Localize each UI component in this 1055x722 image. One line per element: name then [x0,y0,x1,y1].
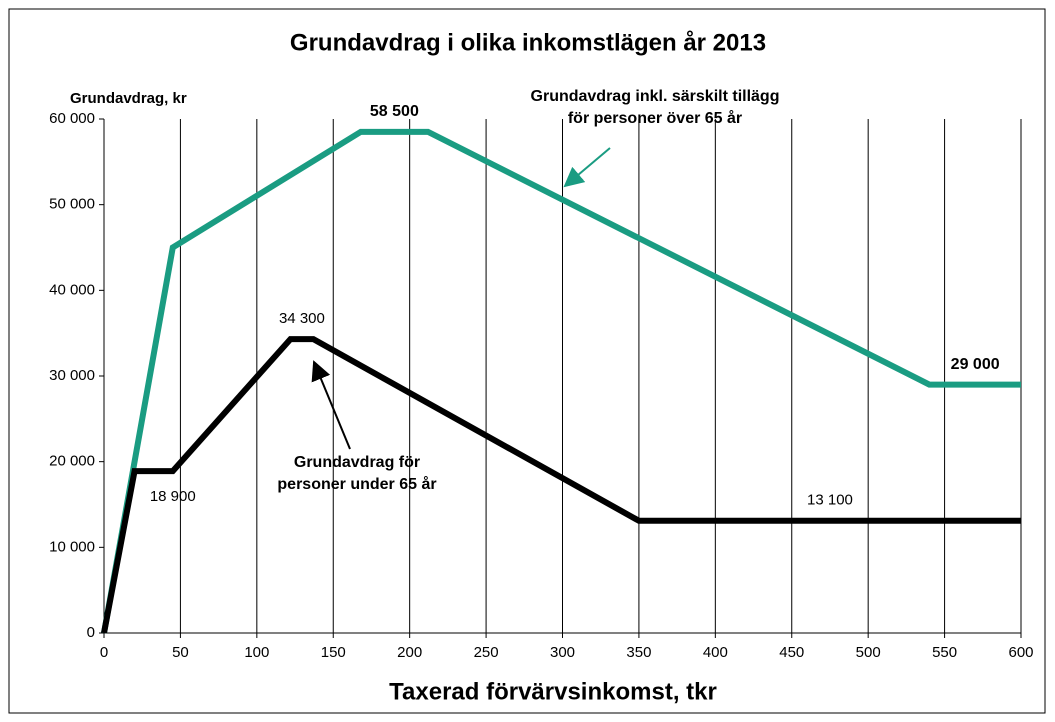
y-tick-label: 60 000 [49,110,95,127]
annotation: Grundavdrag inkl. särskilt tillägg [531,88,780,105]
x-tick-label: 50 [172,644,189,661]
y-tick-label: 50 000 [49,196,95,213]
annotation-arrow [311,360,351,450]
annotation: personer under 65 år [277,475,436,493]
annotation: Grundavdrag för [294,454,420,471]
x-tick-label: 400 [703,644,728,661]
series-line [101,336,1021,634]
y-tick-label: 0 [87,624,95,641]
annotation-arrow [563,147,611,188]
x-tick-label: 200 [397,644,422,661]
x-tick-label: 250 [474,644,499,661]
chart-title: Grundavdrag i olika inkomstlägen år 2013 [290,29,766,56]
y-tick-label: 10 000 [49,538,95,555]
x-tick-label: 0 [100,644,108,661]
x-tick-label: 450 [779,644,804,661]
annotation: för personer över 65 år [568,109,742,127]
series-line [101,128,1021,634]
data-label: 34 300 [279,310,325,327]
x-tick-label: 500 [856,644,881,661]
x-tick-label: 600 [1008,644,1033,661]
data-label: 13 100 [807,492,853,509]
y-tick-label: 20 000 [49,453,95,470]
data-label: 58 500 [370,103,419,120]
x-tick-label: 300 [550,644,575,661]
y-tick-label: 40 000 [49,281,95,298]
x-tick-label: 350 [626,644,651,661]
frame [8,8,1046,714]
data-label: 29 000 [951,356,1000,373]
y-tick-label: 30 000 [49,367,95,384]
x-tick-label: 550 [932,644,957,661]
x-tick-label: 150 [321,644,346,661]
data-label: 18 900 [150,488,196,505]
x-tick-label: 100 [244,644,269,661]
y-axis-label: Grundavdrag, kr [70,90,187,107]
x-axis-label: Taxerad förvärvsinkomst, tkr [389,678,717,705]
